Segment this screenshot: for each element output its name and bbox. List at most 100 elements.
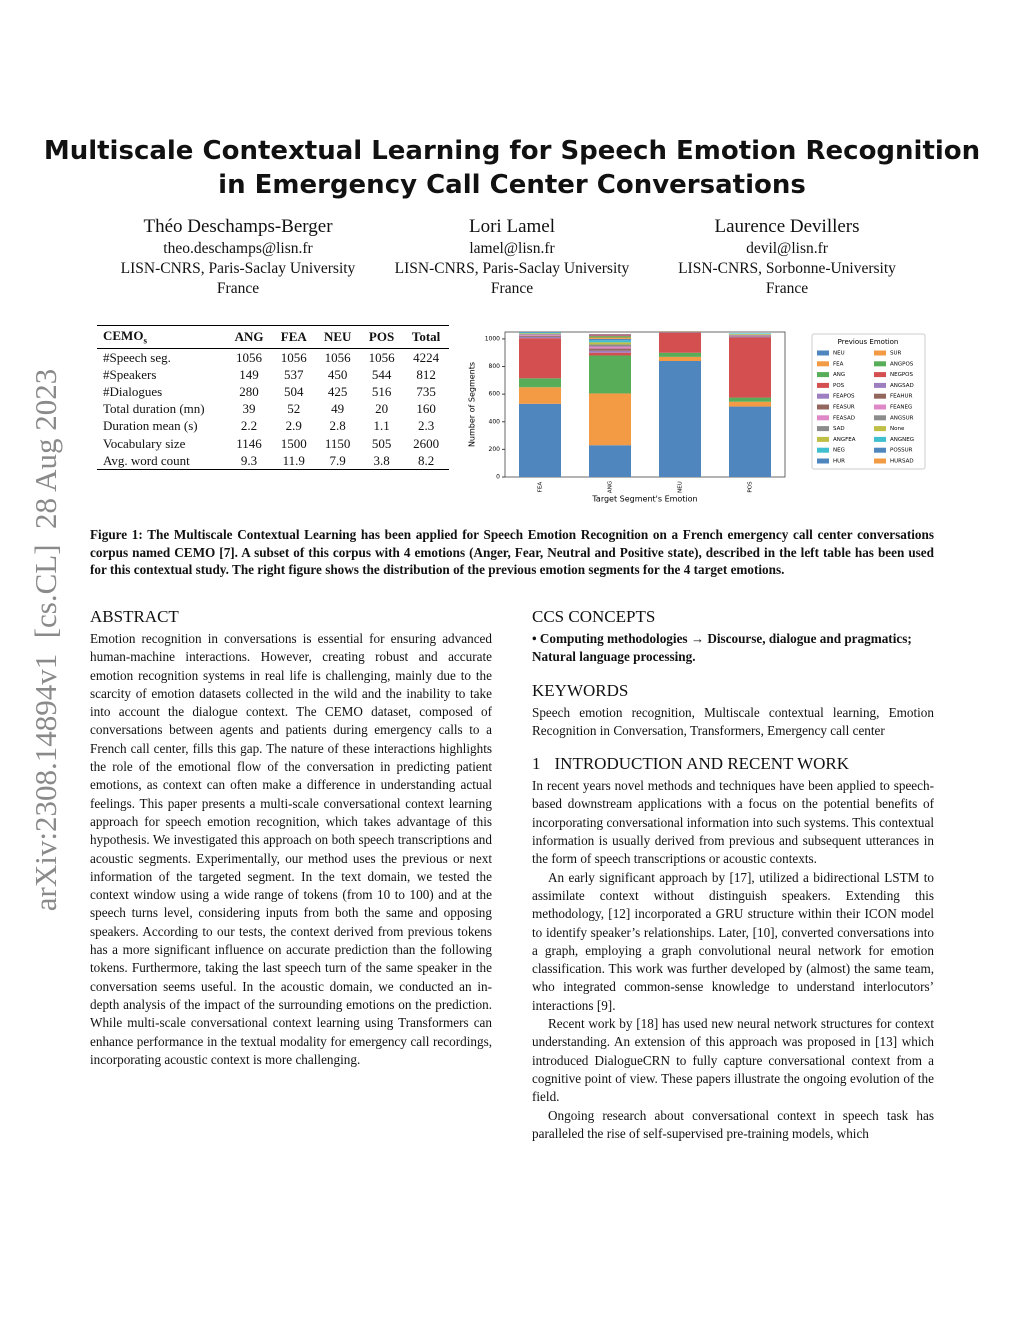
legend-label: ANGSAD <box>890 383 914 389</box>
legend-swatch <box>874 393 886 399</box>
header-cell: FEA <box>272 326 315 349</box>
author-affiliation: LISN-CNRS, Sorbonne-University <box>678 260 896 277</box>
author-email: theo.deschamps@lisn.fr <box>163 240 313 257</box>
abstract-text: Emotion recognition in conversations is … <box>90 631 492 1067</box>
bar-segment <box>729 337 771 398</box>
intro-text: In recent years novel methods and techni… <box>532 777 934 1143</box>
bar-segment <box>519 332 561 334</box>
bar-segment <box>589 338 631 341</box>
y-tick-label: 600 <box>489 391 501 398</box>
table-cell: 7.9 <box>329 452 346 468</box>
bar-segment <box>519 332 561 333</box>
author-country: France <box>765 280 809 297</box>
table-cell: 11.9 <box>282 452 305 468</box>
bar-segment <box>519 338 561 379</box>
table-cell: 516 <box>371 383 392 399</box>
table-cell: 2.2 <box>240 418 258 434</box>
legend-swatch <box>874 382 886 388</box>
table-cell: 1056 <box>280 349 307 365</box>
author-email: devil@lisn.fr <box>746 240 828 257</box>
bar-segment <box>659 332 701 353</box>
header-cell: ANG <box>226 326 272 349</box>
header-cell: POS <box>360 326 403 349</box>
table-cell: #Speakers <box>103 366 157 382</box>
bar-segment <box>589 340 631 343</box>
table-header: CEMOs ANG FEA NEU POS Total <box>97 326 449 349</box>
table-cell: 1.1 <box>373 418 390 434</box>
bar-segment <box>589 342 631 345</box>
legend-label: POSSUR <box>890 448 913 454</box>
legend-label: ANGPOS <box>890 361 914 367</box>
right-column: CCS CONCEPTS • Computing methodologies →… <box>532 607 934 1143</box>
header-text: CEMO <box>103 328 144 344</box>
legend-label: POS <box>833 383 845 389</box>
bar-segment <box>659 356 701 361</box>
paragraph: In recent years novel methods and techni… <box>532 778 934 867</box>
bar-segment <box>589 346 631 349</box>
title-line: in Emergency Call Center Conversations <box>218 170 806 200</box>
legend-swatch <box>817 426 829 432</box>
bar-segment <box>729 406 771 477</box>
author-name: Lori Lamel <box>469 216 555 237</box>
header-text: ANG <box>234 329 264 344</box>
y-tick-label: 0 <box>496 474 500 481</box>
legend-swatch <box>817 436 829 442</box>
legend-swatch <box>874 361 886 367</box>
ccs-text: • Computing methodologies → Discourse, d… <box>532 631 912 665</box>
author-country: France <box>216 280 260 297</box>
table-cell: 504 <box>284 383 304 399</box>
y-tick-label: 800 <box>489 363 501 370</box>
legend-swatch <box>817 458 829 464</box>
header-cell: CEMOs <box>97 326 226 349</box>
table-cell: 544 <box>371 366 392 382</box>
table-cell: 4224 <box>413 349 440 365</box>
bar-segment <box>519 387 561 404</box>
header-subscript: s <box>143 335 147 346</box>
title-line: Multiscale Contextual Learning for Speec… <box>43 136 981 166</box>
table-cell: 1146 <box>236 435 262 451</box>
bar-segment <box>589 350 631 353</box>
table-row: Duration mean (s) 2.2 2.9 2.8 1.1 2.3 <box>97 418 449 435</box>
bar-segment <box>519 334 561 336</box>
bar-segment <box>729 401 771 407</box>
legend-swatch <box>874 415 886 421</box>
paragraph: Ongoing research about conversational co… <box>532 1107 934 1141</box>
section-title: INTRODUCTION AND RECENT WORK <box>554 754 850 774</box>
bar-segment <box>589 445 631 477</box>
x-tick-label: ANG <box>608 481 614 493</box>
table-cell: 2600 <box>413 435 440 451</box>
table-cell: 280 <box>239 383 259 399</box>
bar-segment <box>519 333 561 335</box>
table-cell: 812 <box>416 366 436 382</box>
bar-segment <box>729 397 771 402</box>
table-cell: Duration mean (s) <box>103 418 198 434</box>
author: Théo Deschamps-Berger theo.deschamps@lisn… <box>98 215 378 299</box>
author-email: lamel@lisn.fr <box>469 240 555 257</box>
bar-segment <box>589 334 631 336</box>
legend-label: HURSAD <box>890 459 914 465</box>
bar-segment <box>519 336 561 339</box>
section-heading: KEYWORDS <box>532 680 629 700</box>
table-cell: 1150 <box>324 435 351 451</box>
author-name: Théo Deschamps-Berger <box>143 216 333 237</box>
section-heading: CCS CONCEPTS <box>532 607 656 626</box>
table-row: #Dialogues 280 504 425 516 735 <box>97 383 449 400</box>
table-box: CEMOs ANG FEA NEU POS Total #Speech seg. 1056 10… <box>97 325 449 471</box>
legend-label: HUR <box>833 459 845 465</box>
legend-label: None <box>890 426 905 432</box>
legend-swatch <box>874 447 886 453</box>
author: Lori Lamel lamel@lisn.fr LISN-CNRS, Paris-… <box>372 215 652 299</box>
bar-segment <box>589 344 631 347</box>
keywords-text: Speech emotion recognition, Multiscale c… <box>532 704 934 738</box>
table-cell: Avg. word count <box>103 452 190 468</box>
legend-swatch <box>874 436 886 442</box>
author-country: France <box>490 280 534 297</box>
legend-label: FEAPOS <box>833 394 855 400</box>
paragraph: An early significant approach by [17], u… <box>532 869 934 1013</box>
x-tick-label: FEA <box>538 482 544 493</box>
header-cell: NEU <box>315 326 360 349</box>
table-cell: 735 <box>416 383 436 399</box>
legend-label: SAD <box>833 426 845 432</box>
legend-swatch <box>817 350 829 356</box>
legend-swatch <box>874 458 886 464</box>
